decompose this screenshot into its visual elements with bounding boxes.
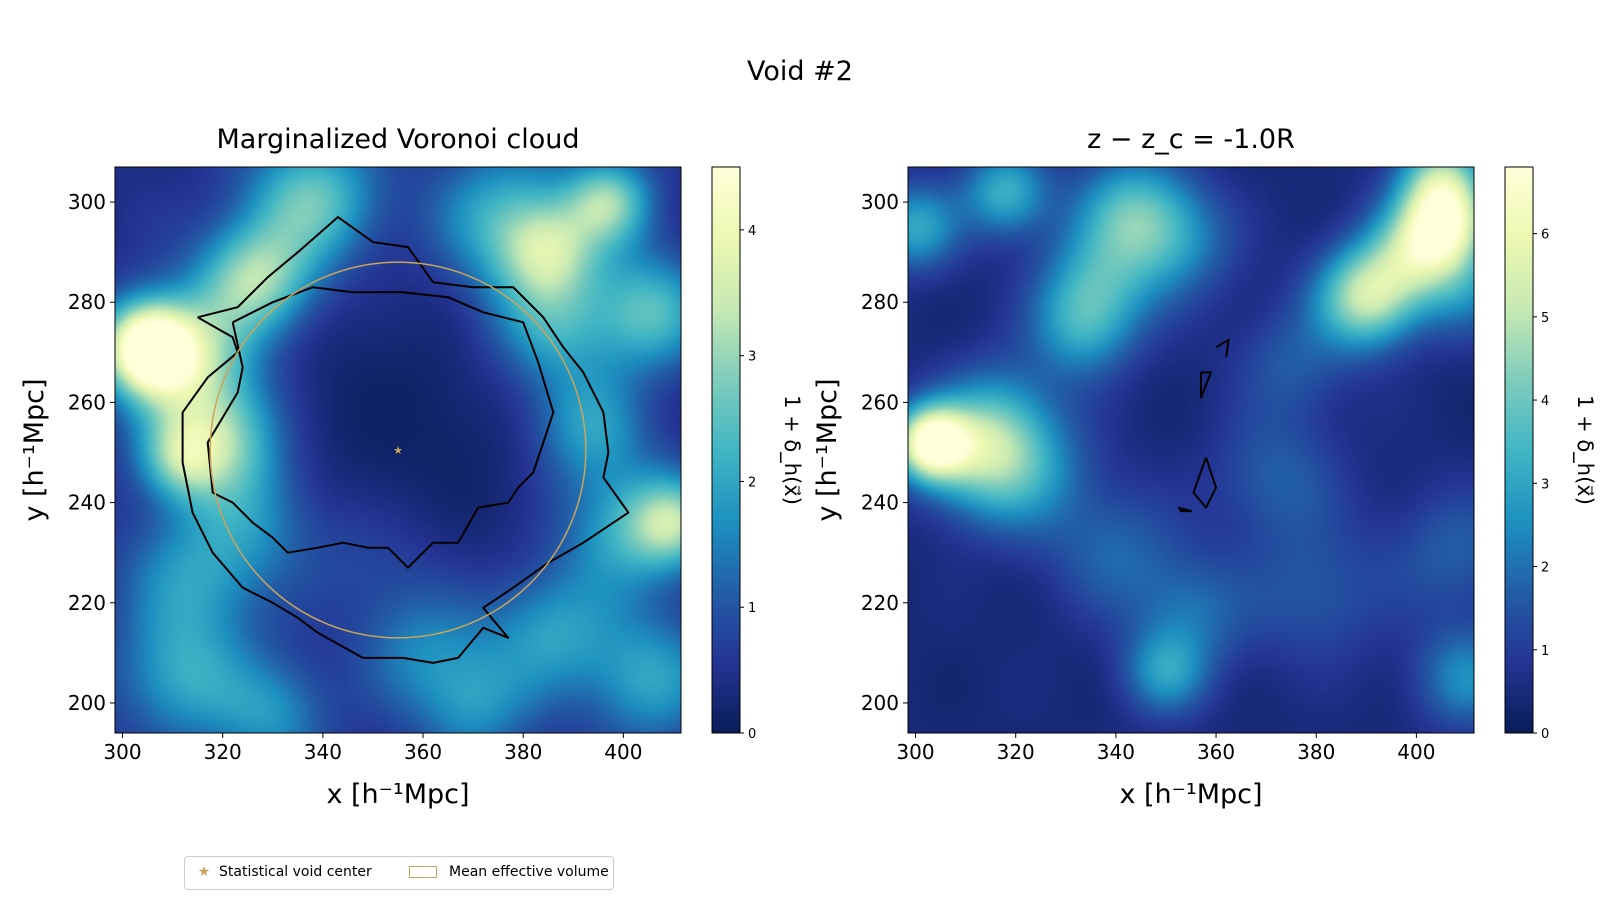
- legend-item-effective-volume: Mean effective volume: [409, 864, 609, 880]
- panel-title: Marginalized Voronoi cloud: [216, 124, 579, 155]
- mean-effective-volume-circle: [209, 261, 587, 639]
- star-icon: ★: [197, 864, 211, 880]
- legend-label: Statistical void center: [219, 864, 372, 880]
- colorbar-tick-label: 2: [748, 475, 756, 490]
- colorbar-tick-label: 3: [748, 350, 756, 365]
- x-tick-label: 340: [1097, 740, 1135, 764]
- x-tick-label: 300: [896, 740, 934, 764]
- y-tick-label: 200: [68, 691, 106, 715]
- x-tick-label: 320: [997, 740, 1035, 764]
- colorbar-tick-label: 1: [1541, 644, 1549, 659]
- colorbar-tick-label: 1: [748, 601, 756, 616]
- colorbar-tick-label: 5: [1541, 311, 1549, 326]
- x-tick-label: 320: [204, 740, 242, 764]
- colorbar: [711, 166, 741, 734]
- y-axis-label: y [h⁻¹Mpc]: [19, 378, 50, 521]
- colorbar: [1504, 166, 1534, 734]
- rectangle-icon: [409, 866, 437, 878]
- y-tick-label: 280: [861, 290, 899, 314]
- x-axis-label: x [h⁻¹Mpc]: [1119, 779, 1262, 810]
- y-tick-label: 300: [68, 190, 106, 214]
- y-tick-label: 220: [861, 591, 899, 615]
- axes-frame: [114, 166, 682, 734]
- y-tick-label: 200: [861, 691, 899, 715]
- colorbar-tick-label: 4: [748, 224, 756, 239]
- y-tick-label: 240: [68, 491, 106, 515]
- x-tick-label: 400: [1397, 740, 1435, 764]
- density-heatmap: [908, 167, 1474, 733]
- y-tick-label: 240: [861, 491, 899, 515]
- y-axis-label: y [h⁻¹Mpc]: [812, 378, 843, 521]
- colorbar-tick-label: 4: [1541, 394, 1549, 409]
- y-tick-label: 220: [68, 591, 106, 615]
- plot-overlay: [1177, 338, 1230, 513]
- colorbar-label: 1 + δ_h(x⃗): [1572, 395, 1597, 505]
- contour-line-0: [1215, 338, 1230, 358]
- y-tick-label: 280: [68, 290, 106, 314]
- colorbar-tick-label: 6: [1541, 228, 1549, 243]
- colorbar-tick-label: 2: [1541, 561, 1549, 576]
- colorbar-label: 1 + δ_h(x⃗): [779, 395, 804, 505]
- x-tick-label: 380: [1297, 740, 1335, 764]
- x-tick-label: 400: [604, 740, 642, 764]
- panel-title: z − z_c = -1.0R: [1087, 124, 1295, 155]
- colorbar-tick-label: 0: [748, 727, 756, 742]
- x-axis-label: x [h⁻¹Mpc]: [326, 779, 469, 810]
- void-center-star-icon: ★: [393, 444, 403, 457]
- contour-line-3: [1177, 506, 1192, 513]
- colorbar-tick-label: 3: [1541, 477, 1549, 492]
- y-tick-label: 300: [861, 190, 899, 214]
- figure-title: Void #2: [747, 56, 853, 87]
- contour-line-1: [206, 286, 555, 569]
- legend: ★ Statistical void center Mean effective…: [184, 856, 614, 890]
- x-tick-label: 360: [1197, 740, 1235, 764]
- y-tick-label: 260: [68, 390, 106, 414]
- y-tick-label: 260: [861, 390, 899, 414]
- legend-label: Mean effective volume: [449, 864, 609, 880]
- x-tick-label: 300: [103, 740, 141, 764]
- x-tick-label: 360: [404, 740, 442, 764]
- axes-frame: [907, 166, 1475, 734]
- legend-item-void-center: ★ Statistical void center: [189, 864, 372, 880]
- colorbar-tick-label: 0: [1541, 727, 1549, 742]
- x-tick-label: 380: [504, 740, 542, 764]
- plot-overlay: ★: [181, 216, 630, 664]
- contour-line-2: [1192, 457, 1217, 509]
- x-tick-label: 340: [304, 740, 342, 764]
- contour-line-1: [1200, 371, 1212, 399]
- contour-line-0: [181, 216, 630, 664]
